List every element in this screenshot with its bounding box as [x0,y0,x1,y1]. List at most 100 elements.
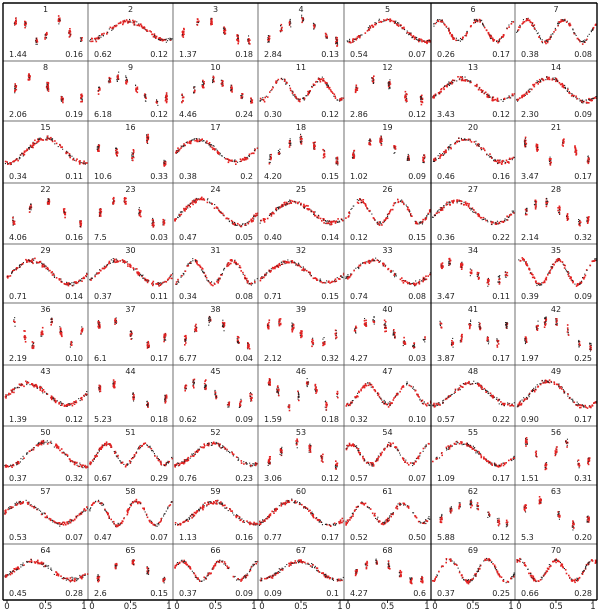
panel-1: 11.44 0.16 [2,2,89,62]
observed-point [464,35,466,37]
model-point [153,221,155,224]
model-point [339,99,342,101]
model-point [42,265,45,268]
model-point [368,262,371,264]
observed-point [136,21,138,23]
observed-point [536,82,538,84]
model-point [58,20,60,23]
observed-point [21,152,23,154]
model-point [41,330,43,332]
model-point [530,21,532,24]
observed-point [517,100,519,102]
model-point [61,97,63,99]
model-point [6,275,9,277]
observed-point [475,19,477,21]
observed-point [8,163,10,165]
model-point [326,86,329,88]
observed-point [61,98,63,100]
observed-point [372,78,374,80]
observed-point [112,260,114,262]
model-point [59,327,62,330]
model-point [111,27,113,30]
panel-left-value: 2.06 [9,110,27,119]
model-point [441,208,443,210]
model-point [477,215,480,217]
model-point [380,136,382,138]
observed-point [233,160,235,162]
model-point [403,26,405,29]
model-point [542,79,545,82]
observed-point [24,22,26,24]
model-point [581,43,584,45]
observed-point [242,223,244,225]
observed-point [424,217,426,219]
model-point [438,211,440,214]
observed-point [550,269,552,271]
observed-point [437,155,439,157]
model-point [47,82,50,85]
observed-point [197,198,199,200]
observed-point [171,38,173,40]
model-point [382,262,384,265]
observed-point [248,283,250,285]
panel-left-value: 1.44 [9,50,27,59]
observed-point [394,152,396,154]
observed-point [35,40,37,42]
model-point [525,139,527,142]
observed-point [438,157,440,159]
model-point [51,274,54,276]
model-point [501,36,503,38]
observed-point [584,39,586,41]
observed-point [45,37,47,39]
model-point [180,147,182,149]
model-point [565,21,568,23]
observed-point [46,137,48,139]
model-point [489,153,491,155]
model-point [486,95,489,97]
observed-point [369,27,371,29]
model-point [26,149,29,152]
observed-point [69,343,71,345]
observed-point [551,33,553,35]
observed-point [358,199,360,201]
observed-point [254,279,256,281]
model-point [262,219,265,222]
observed-point [554,79,556,81]
observed-point [283,78,285,80]
model-point [97,36,100,38]
observed-point [289,143,291,145]
model-point [68,32,70,34]
observed-point [418,223,420,225]
model-point [477,213,480,215]
model-point [352,153,354,156]
observed-point [314,146,316,148]
observed-point [216,279,218,281]
model-point [12,220,15,222]
observed-point [417,39,419,41]
observed-point [177,149,179,151]
observed-point [198,138,200,140]
model-point [425,275,427,277]
observed-point [379,222,381,224]
model-point [321,281,324,284]
observed-point [452,82,454,84]
observed-point [482,22,484,24]
observed-point [240,95,242,97]
observed-point [566,215,568,217]
observed-point [449,83,451,85]
panel-number: 16 [125,123,135,132]
model-point [163,335,165,337]
model-point [262,218,265,220]
model-point [129,333,132,336]
model-point [285,262,288,264]
model-point [226,265,228,268]
model-point [269,271,272,273]
model-point [98,272,100,274]
observed-point [234,259,236,261]
model-point [136,91,139,94]
panel-right-value: 0.12 [408,110,426,119]
observed-point [302,19,304,21]
model-point [523,94,525,96]
model-point [410,34,412,36]
panel-right-value: 0.33 [150,172,168,181]
